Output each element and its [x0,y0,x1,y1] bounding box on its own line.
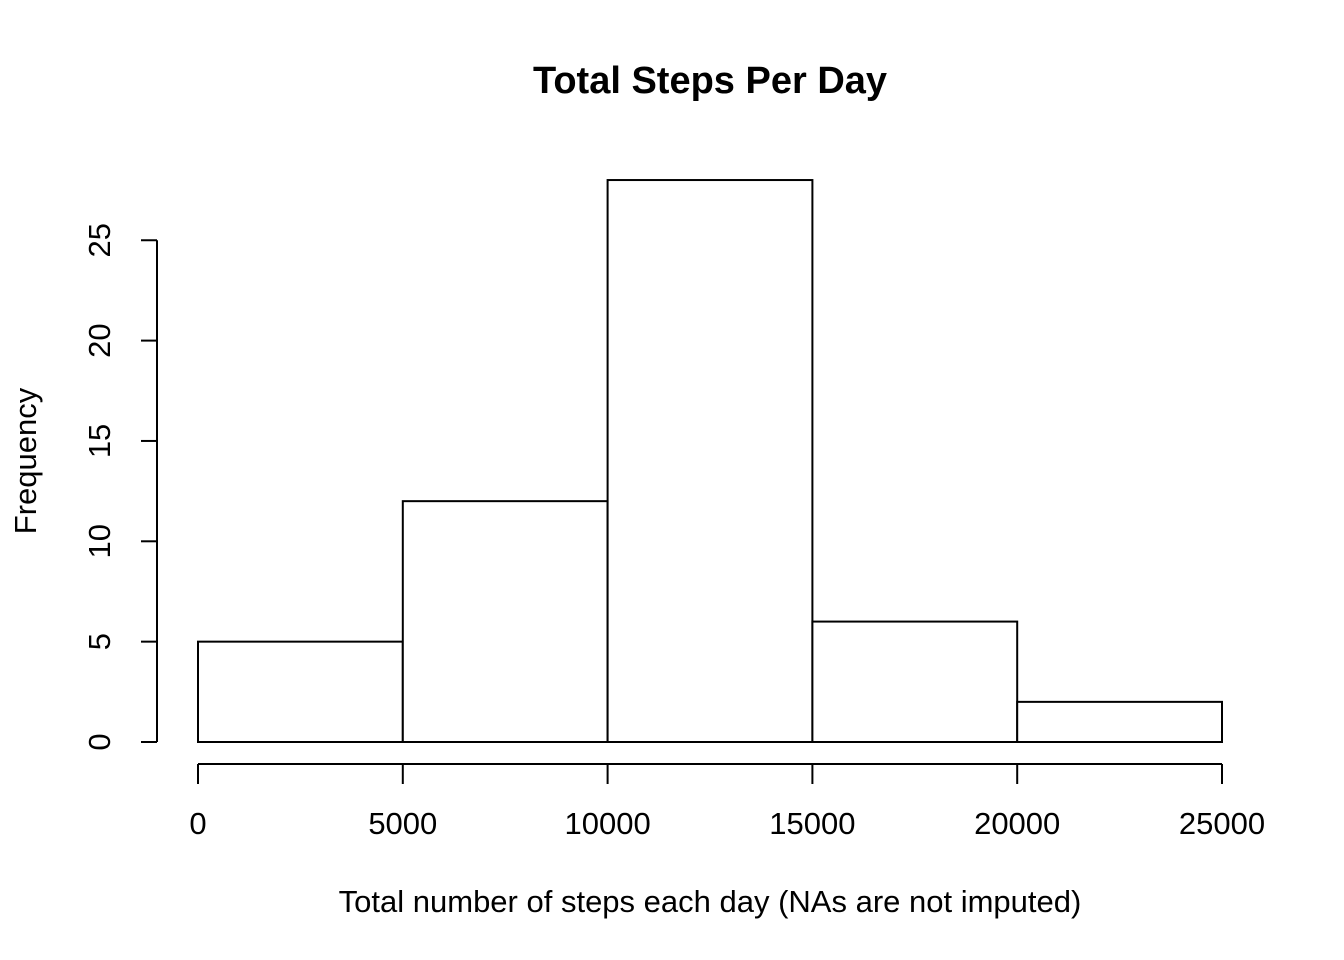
x-tick-label-1: 5000 [368,806,437,841]
y-tick-label-4: 20 [82,323,117,357]
x-tick-label-5: 25000 [1179,806,1265,841]
y-tick-label-3: 15 [82,424,117,458]
y-tick-label-1: 5 [82,633,117,650]
histogram-bar-3 [811,620,1019,744]
y-tick-label-0: 0 [82,733,117,750]
x-tick-label-3: 15000 [769,806,855,841]
bars-group [197,179,1224,744]
x-axis-label: Total number of steps each day (NAs are … [339,884,1082,919]
chart-title: Total Steps Per Day [533,60,887,102]
histogram-bar-1 [401,500,609,743]
x-tick-label-4: 20000 [974,806,1060,841]
y-axis-label: Frequency [8,387,43,534]
y-tick-label-5: 25 [82,223,117,257]
histogram-bar-0 [197,640,404,744]
y-axis: 0 5 10 15 20 25 [82,223,158,751]
y-tick-label-2: 10 [82,524,117,558]
histogram-bar-4 [1016,700,1224,743]
x-tick-label-0: 0 [189,806,206,841]
x-tick-label-2: 10000 [564,806,650,841]
histogram-bar-2 [606,179,814,744]
x-axis: 0 5000 10000 15000 20000 25000 [189,763,1265,841]
